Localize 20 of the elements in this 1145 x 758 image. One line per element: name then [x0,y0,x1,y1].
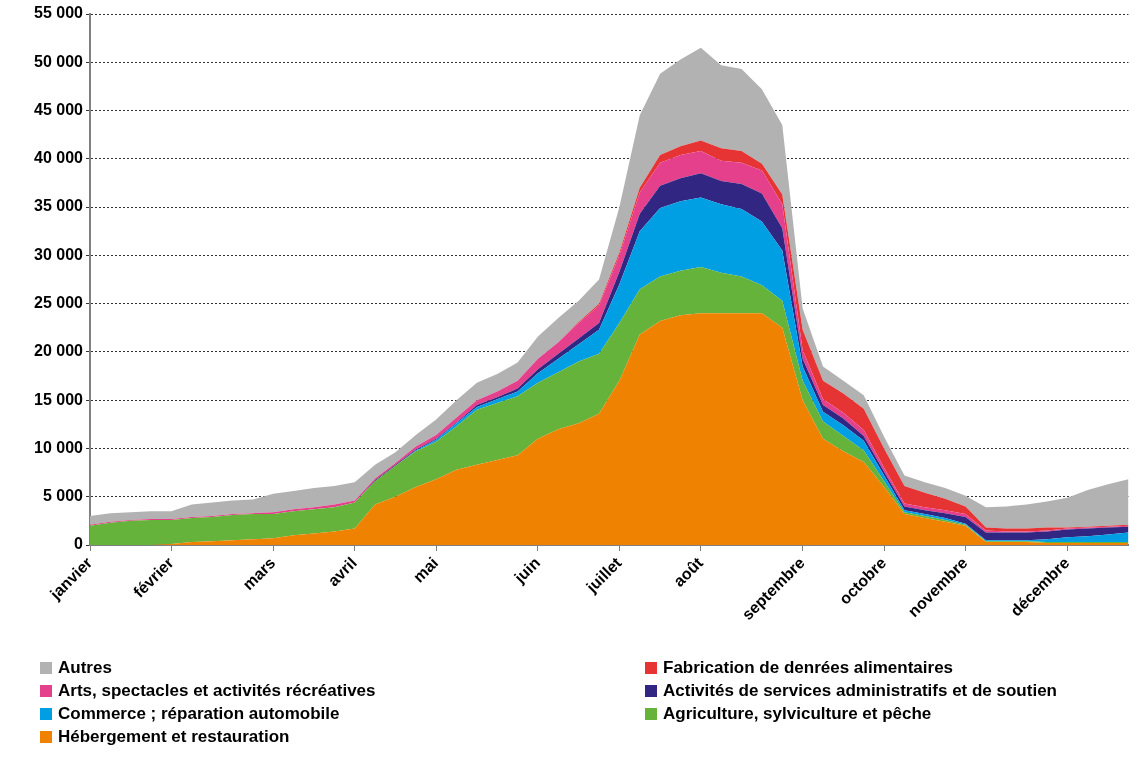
y-tick-label: 40 000 [34,149,84,167]
y-tick-label: 0 [74,535,84,553]
y-tick-label: 5 000 [42,487,84,505]
y-tick-label: 15 000 [34,390,84,408]
legend-label: Fabrication de denrées alimentaires [663,658,954,678]
y-tick-label: 50 000 [34,52,84,70]
y-tick-label: 10 000 [34,438,84,456]
y-tick-label: 25 000 [34,294,84,312]
legend-label: Agriculture, sylviculture et pêche [663,704,932,724]
y-tick-label: 55 000 [34,4,84,22]
legend-label: Autres [58,658,112,678]
legend-label: Hébergement et restauration [58,727,290,747]
legend-label: Commerce ; réparation automobile [58,704,340,724]
y-tick-label: 45 000 [34,100,84,118]
legend-label: Arts, spectacles et activités récréatives [58,681,376,701]
y-tick-label: 35 000 [34,197,84,215]
y-tick-label: 20 000 [34,342,84,360]
x-tick-label: mai [409,554,442,586]
y-tick-label: 30 000 [34,245,84,263]
legend-label: Activités de services administratifs et de soutien [663,681,1057,701]
